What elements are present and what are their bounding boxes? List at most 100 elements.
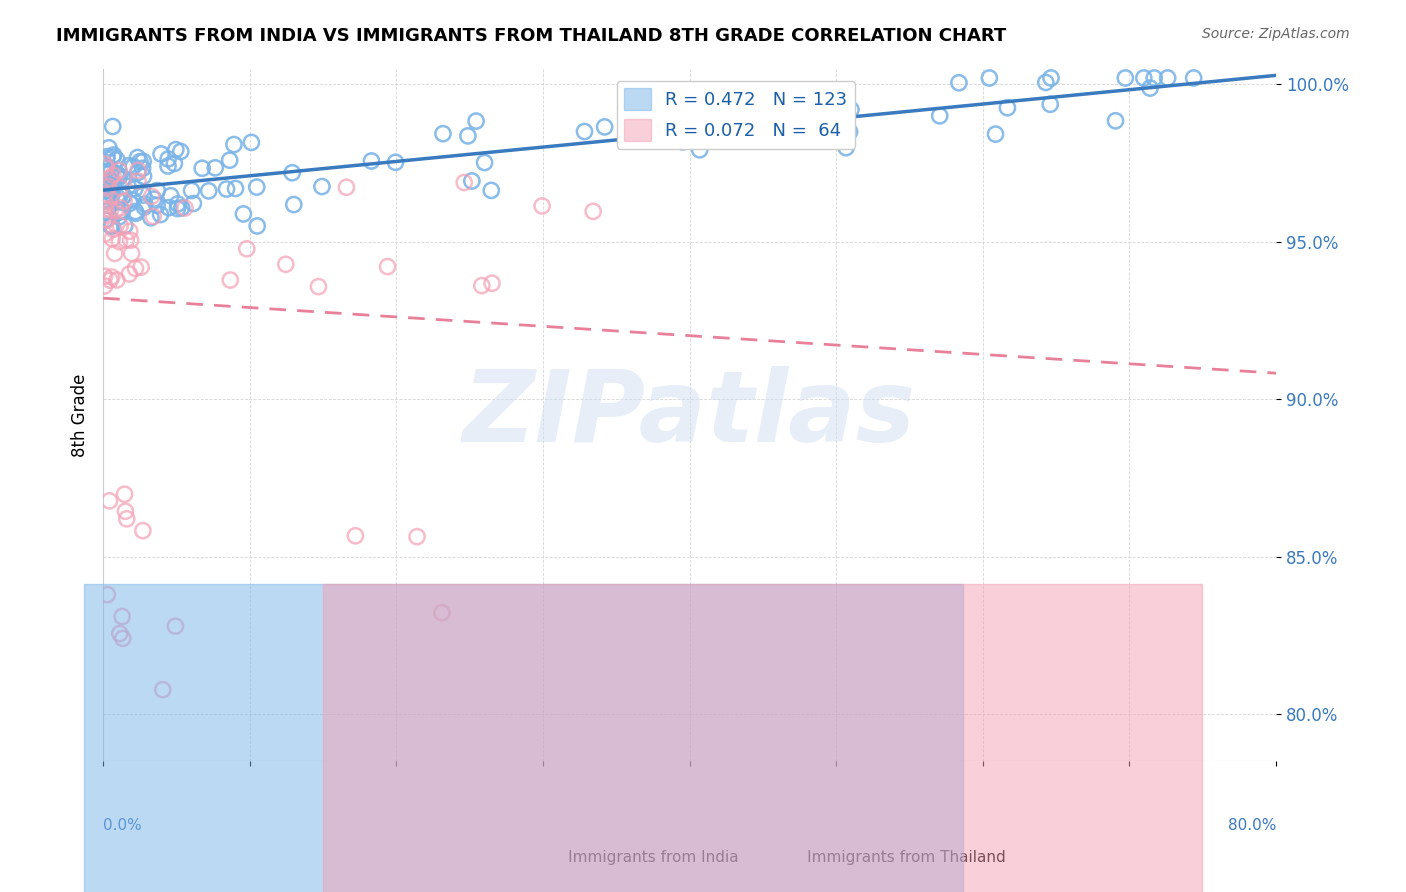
Point — [112, 189, 135, 203]
Point — [979, 70, 1001, 85]
Point — [100, 219, 122, 233]
Point — [1040, 70, 1063, 85]
Point — [1156, 70, 1178, 85]
Point — [149, 208, 172, 222]
Text: Immigrants from Thailand: Immigrants from Thailand — [773, 850, 1007, 865]
Point — [835, 141, 858, 155]
Point — [141, 189, 163, 203]
Point — [1143, 70, 1166, 85]
Point — [94, 194, 117, 208]
Y-axis label: 8th Grade: 8th Grade — [72, 373, 89, 457]
Point — [704, 131, 727, 145]
Text: Source: ZipAtlas.com: Source: ZipAtlas.com — [1202, 27, 1350, 41]
Point — [465, 114, 488, 128]
Point — [107, 168, 129, 182]
Point — [108, 169, 131, 184]
Point — [94, 204, 117, 219]
Point — [479, 183, 502, 197]
Point — [134, 197, 156, 211]
Point — [191, 161, 214, 176]
Point — [94, 195, 117, 210]
Point — [93, 166, 115, 180]
Point — [110, 180, 132, 194]
Point — [474, 155, 496, 169]
Point — [112, 189, 135, 203]
Point — [823, 114, 845, 128]
Point — [165, 143, 187, 157]
Point — [948, 76, 970, 90]
Point — [225, 181, 247, 195]
Point — [283, 197, 305, 211]
Point — [100, 175, 122, 189]
Point — [281, 166, 304, 180]
Text: 0.0%: 0.0% — [103, 818, 142, 833]
Point — [997, 101, 1019, 115]
Point — [174, 201, 197, 215]
Point — [157, 152, 180, 166]
Point — [94, 192, 117, 206]
Point — [132, 524, 155, 538]
Point — [107, 170, 129, 185]
Point — [1114, 70, 1136, 85]
Point — [360, 153, 382, 168]
Point — [97, 179, 120, 194]
Point — [152, 682, 174, 697]
Point — [101, 175, 124, 189]
Point — [127, 163, 149, 178]
Point — [170, 201, 193, 215]
Point — [191, 161, 214, 176]
Point — [96, 150, 118, 164]
Point — [183, 196, 205, 211]
Point — [100, 164, 122, 178]
Point — [107, 194, 129, 208]
Point — [1133, 70, 1156, 85]
Point — [457, 128, 479, 143]
Point — [1182, 70, 1205, 85]
Point — [157, 159, 180, 173]
Point — [246, 219, 269, 233]
Point — [170, 145, 193, 159]
Point — [165, 619, 187, 633]
Point — [997, 101, 1019, 115]
Point — [131, 161, 153, 176]
Point — [215, 182, 238, 196]
Point — [122, 160, 145, 174]
Point — [124, 181, 146, 195]
Point — [101, 175, 124, 189]
Point — [1104, 113, 1126, 128]
Point — [1143, 70, 1166, 85]
Point — [671, 135, 693, 149]
Point — [101, 219, 124, 233]
Point — [1104, 113, 1126, 128]
Point — [96, 150, 118, 164]
Point — [979, 70, 1001, 85]
Point — [240, 136, 263, 150]
Point — [461, 174, 484, 188]
Point — [93, 178, 115, 193]
Point — [96, 179, 118, 194]
Point — [127, 165, 149, 179]
Point — [111, 204, 134, 219]
Point — [101, 120, 124, 134]
Point — [111, 609, 134, 624]
Point — [98, 493, 121, 508]
Point — [183, 196, 205, 211]
Point — [108, 210, 131, 224]
Point — [100, 270, 122, 285]
Point — [105, 167, 128, 181]
Point — [344, 529, 367, 543]
Point — [121, 246, 143, 260]
Point — [311, 179, 333, 194]
Point — [96, 152, 118, 166]
Point — [1133, 70, 1156, 85]
Point — [97, 182, 120, 196]
Point — [149, 208, 172, 222]
Point — [93, 184, 115, 198]
Point — [165, 143, 187, 157]
Point — [132, 169, 155, 184]
Point — [724, 120, 747, 134]
Point — [132, 154, 155, 169]
Point — [479, 183, 502, 197]
Point — [127, 151, 149, 165]
Point — [474, 155, 496, 169]
